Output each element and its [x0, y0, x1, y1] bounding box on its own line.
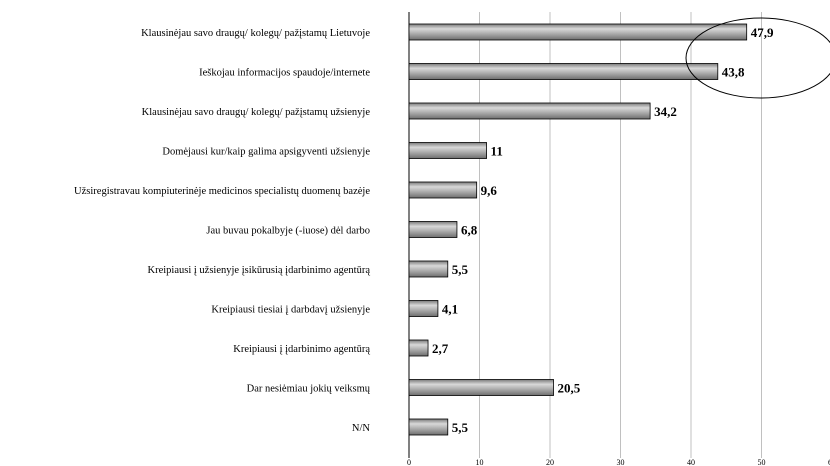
value-label: 9,6 [481, 183, 498, 198]
value-label: 47,9 [751, 25, 774, 40]
value-label: 2,7 [432, 341, 449, 356]
category-label: Domėjausi kur/kaip galima apsigyventi už… [162, 147, 370, 158]
bar [408, 23, 748, 41]
category-label: Kreipiausi į įdarbinimo agentūrą [233, 344, 370, 355]
value-label: 34,2 [654, 104, 677, 119]
bar [408, 181, 478, 199]
bar [408, 339, 429, 357]
bar [408, 418, 449, 436]
value-label: 6,8 [461, 223, 478, 238]
bar [408, 379, 554, 396]
value-label: 43,8 [722, 65, 745, 80]
x-tick-label: 0 [407, 458, 411, 466]
x-tick-label: 10 [476, 458, 484, 466]
category-label: N/N [352, 423, 371, 434]
category-label: Kreipiausi į užsienyje įsikūrusią įdarbi… [148, 265, 371, 276]
value-label: 5,5 [452, 262, 469, 277]
category-label: Kreipiausi tiesiai į darbdavį užsienyje [211, 305, 370, 316]
category-label: Dar nesiėmiau jokių veiksmų [247, 384, 371, 395]
highlight-ellipse [685, 17, 830, 99]
value-label: 4,1 [442, 302, 458, 317]
x-tick-label: 40 [687, 458, 695, 466]
labels-layer: Klausinėjau savo draugų/ kolegų/ pažįsta… [74, 25, 774, 435]
bars-layer [408, 23, 748, 436]
value-label: 5,5 [452, 420, 469, 435]
x-tick-label: 60 [828, 458, 830, 466]
x-tick-label: 30 [617, 458, 625, 466]
category-label: Klausinėjau savo draugų/ kolegų/ pažįsta… [141, 28, 370, 39]
bar [408, 142, 487, 159]
x-tick-label: 20 [546, 458, 554, 466]
value-label: 11 [491, 144, 503, 159]
bar [408, 63, 719, 80]
value-label: 20,5 [558, 381, 581, 396]
bar [408, 221, 458, 238]
category-label: Užsiregistravau kompiuterinėje medicinos… [74, 186, 370, 197]
category-label: Jau buvau pokalbyje (-iuose) dėl darbo [206, 226, 370, 237]
bar [408, 260, 449, 278]
bar [408, 102, 651, 120]
x-axis-ticks: 0 10 20 30 40 50 60 [407, 458, 830, 466]
category-label: Ieškojau informacijos spaudoje/internete [199, 68, 370, 79]
bar [408, 300, 439, 317]
x-tick-label: 50 [758, 458, 766, 466]
category-label: Klausinėjau savo draugų/ kolegų/ pažįsta… [142, 107, 371, 118]
